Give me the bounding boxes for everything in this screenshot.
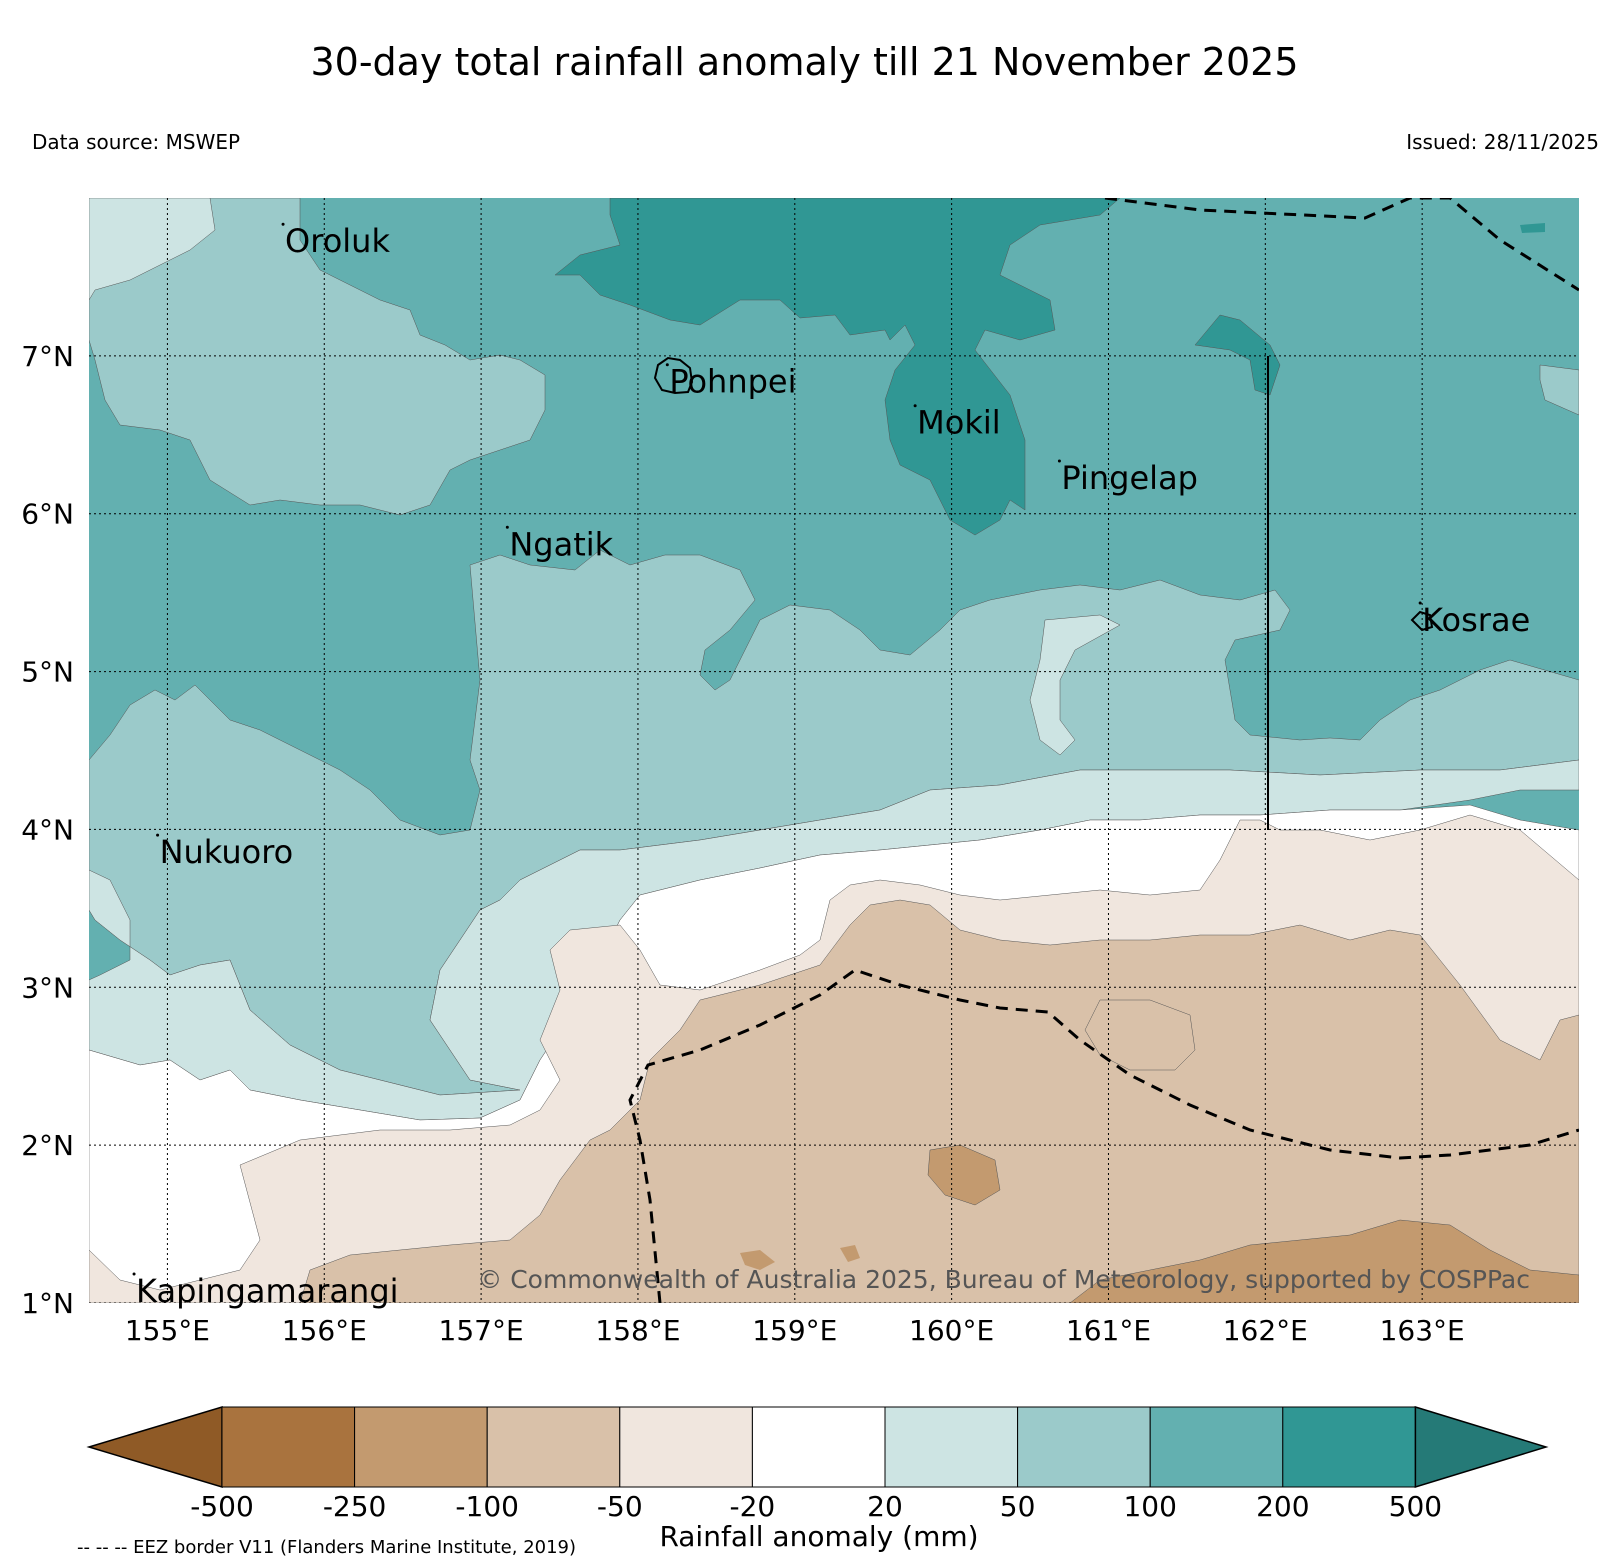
place-marker (1418, 601, 1422, 605)
colorbar-tick-label: -20 (729, 1490, 776, 1523)
axis-labels: 155°E 156°E 157°E 158°E 159°E 160°E 161°E 162°E… (21, 340, 1464, 1347)
lat-tick-label: 6°N (21, 498, 74, 531)
colorbar-segment (1017, 1406, 1151, 1488)
band-minus100-minus250-spot2 (840, 1245, 860, 1262)
band-50-100-east (1539, 364, 1579, 416)
pohnpei-island (653, 356, 694, 395)
eez-border (628, 198, 1579, 1303)
colorbar-tick-label: 20 (867, 1490, 903, 1523)
gridlines (89, 198, 1579, 1303)
colorbar-segment (751, 1406, 886, 1488)
lon-tick-label: 160°E (909, 1314, 994, 1347)
lon-tick-label: 155°E (125, 1314, 210, 1347)
lon-tick-label: 162°E (1223, 1314, 1308, 1347)
colorbar-segment (884, 1406, 1019, 1488)
band-50-100-nw (89, 198, 546, 516)
lon-tick-label: 157°E (439, 1314, 524, 1347)
band-200-500-small (1520, 223, 1545, 233)
lon-tick-label: 161°E (1066, 1314, 1151, 1347)
colorbar-extend-high (1414, 1405, 1549, 1489)
eez-note: -- -- -- EEZ border V11 (Flanders Marine… (77, 1537, 577, 1558)
place-marker (281, 222, 285, 226)
place-marker (156, 833, 160, 837)
band-minus100-minus250-spot1 (740, 1250, 775, 1270)
copyright-text: © Commonwealth of Australia 2025, Bureau… (477, 1265, 1530, 1294)
kosrae-island (1410, 610, 1434, 632)
band-minus50-minus100 (299, 899, 1579, 1303)
lon-tick-label: 156°E (282, 1314, 367, 1347)
band-minus100-minus250-se (1069, 1219, 1579, 1303)
colorbar-segment (486, 1406, 621, 1488)
data-source: Data source: MSWEP (32, 130, 241, 154)
colorbar-tick-label: 50 (999, 1490, 1036, 1523)
colorbar-segment (1282, 1406, 1416, 1488)
colorbar-tick-label: -250 (322, 1490, 387, 1523)
place-label: Mokil (917, 404, 1001, 442)
lat-tick-label: 5°N (21, 656, 74, 689)
lon-tick-label: 158°E (595, 1314, 680, 1347)
colorbar-segment (1149, 1406, 1284, 1488)
band-20-50-nw (89, 198, 216, 301)
place-labels: Oroluk Pohnpei Mokil Pingelap Ngatik Kosrae Nu… (132, 222, 1530, 1310)
colorbar-tick-label: -500 (190, 1490, 254, 1523)
place-marker (913, 404, 917, 408)
place-label: Kapingamarangi (136, 1272, 398, 1310)
band-200-500-east (1194, 314, 1281, 396)
colorbar-tick-label: 500 (1388, 1490, 1443, 1523)
place-marker (132, 1272, 136, 1276)
place-marker (505, 525, 509, 529)
place-label: Pohnpei (669, 363, 796, 401)
lat-tick-label: 2°N (21, 1129, 74, 1162)
anomaly-field (89, 198, 1579, 1303)
colorbar-tick-label: 200 (1256, 1490, 1310, 1523)
colorbar-segment (354, 1406, 488, 1488)
lat-tick-label: 7°N (21, 340, 74, 373)
map-title: 30-day total rainfall anomaly till 21 No… (310, 40, 1299, 84)
place-marker (665, 363, 669, 367)
place-label: Pingelap (1061, 459, 1198, 497)
place-label: Ngatik (509, 525, 613, 563)
lon-tick-label: 159°E (752, 1314, 837, 1347)
lon-tick-label: 163°E (1380, 1314, 1465, 1347)
band-minus100-minus250 (927, 1144, 1001, 1206)
colorbar-tick-label: -100 (455, 1490, 519, 1523)
issued-date: Issued: 28/11/2025 (1406, 130, 1599, 154)
lat-tick-label: 3°N (21, 971, 74, 1004)
colorbar-extend-low (86, 1405, 223, 1489)
band-20-50-east (1029, 614, 1121, 756)
colorbar (86, 1405, 1549, 1489)
colorbar-tick-label: -50 (596, 1490, 643, 1523)
colorbar-title: Rainfall anomaly (mm) (659, 1520, 979, 1553)
place-label: Oroluk (285, 222, 390, 260)
place-marker (1057, 459, 1061, 463)
colorbar-segment (221, 1406, 356, 1488)
colorbar-tick-label: 100 (1123, 1490, 1177, 1523)
lat-tick-label: 4°N (21, 813, 74, 846)
colorbar-segment (619, 1406, 753, 1488)
lat-tick-label: 1°N (21, 1287, 74, 1320)
place-label: Nukuoro (160, 833, 294, 871)
band-200-500-north (554, 198, 1121, 536)
place-label: Kosrae (1422, 601, 1530, 639)
